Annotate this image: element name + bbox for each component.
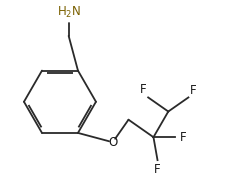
Text: F: F [189, 84, 196, 97]
Text: F: F [139, 83, 145, 96]
Text: O: O [108, 136, 117, 149]
Text: F: F [153, 163, 160, 176]
Text: F: F [179, 131, 185, 144]
Text: H$_2$N: H$_2$N [56, 5, 80, 20]
